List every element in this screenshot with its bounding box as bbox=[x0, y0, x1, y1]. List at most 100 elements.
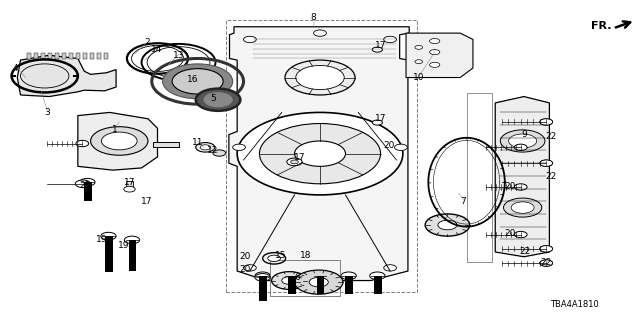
Circle shape bbox=[255, 272, 270, 280]
Circle shape bbox=[172, 69, 223, 94]
Text: 11: 11 bbox=[192, 138, 204, 147]
Circle shape bbox=[124, 186, 135, 192]
Circle shape bbox=[244, 265, 256, 271]
Text: 5: 5 bbox=[210, 94, 216, 103]
Text: 2: 2 bbox=[144, 38, 150, 47]
Circle shape bbox=[312, 272, 328, 280]
Circle shape bbox=[341, 272, 356, 280]
Circle shape bbox=[438, 220, 457, 230]
Circle shape bbox=[540, 246, 552, 252]
Bar bbox=[104, 53, 108, 59]
Circle shape bbox=[296, 66, 344, 90]
Bar bbox=[62, 53, 67, 59]
Bar bbox=[76, 53, 81, 59]
Bar bbox=[55, 53, 60, 59]
Circle shape bbox=[425, 214, 470, 236]
Circle shape bbox=[213, 150, 226, 156]
Text: 13: 13 bbox=[173, 52, 184, 60]
Circle shape bbox=[196, 142, 215, 152]
Circle shape bbox=[76, 180, 91, 188]
Text: 20: 20 bbox=[504, 181, 516, 190]
Bar bbox=[467, 93, 492, 261]
Text: 15: 15 bbox=[275, 251, 286, 260]
Circle shape bbox=[259, 124, 381, 184]
Circle shape bbox=[284, 272, 299, 280]
Text: 20: 20 bbox=[504, 229, 516, 238]
Text: 6: 6 bbox=[295, 273, 301, 282]
Circle shape bbox=[540, 160, 552, 166]
Circle shape bbox=[314, 30, 326, 36]
Circle shape bbox=[309, 277, 328, 287]
Bar bbox=[41, 53, 45, 59]
Text: 19: 19 bbox=[118, 241, 129, 250]
Circle shape bbox=[255, 274, 270, 281]
Text: 17: 17 bbox=[294, 153, 305, 162]
Circle shape bbox=[233, 144, 246, 150]
Circle shape bbox=[384, 36, 396, 43]
Circle shape bbox=[200, 145, 211, 150]
Circle shape bbox=[196, 89, 241, 111]
Circle shape bbox=[540, 160, 552, 166]
Text: 16: 16 bbox=[187, 75, 198, 84]
Polygon shape bbox=[406, 33, 473, 77]
Circle shape bbox=[204, 93, 232, 107]
Circle shape bbox=[415, 45, 422, 49]
Circle shape bbox=[511, 202, 534, 213]
Text: 4: 4 bbox=[13, 63, 18, 73]
Circle shape bbox=[76, 140, 89, 147]
Circle shape bbox=[100, 232, 116, 240]
Text: 12: 12 bbox=[207, 146, 219, 155]
Bar bbox=[153, 142, 179, 147]
Text: 17: 17 bbox=[376, 114, 387, 123]
Text: 7: 7 bbox=[461, 197, 467, 206]
Bar bbox=[97, 53, 101, 59]
Circle shape bbox=[285, 60, 355, 95]
Circle shape bbox=[540, 119, 552, 125]
Circle shape bbox=[540, 246, 552, 252]
Circle shape bbox=[271, 272, 307, 289]
Text: 14: 14 bbox=[150, 45, 162, 54]
Text: 8: 8 bbox=[311, 13, 317, 22]
Circle shape bbox=[287, 158, 302, 166]
Circle shape bbox=[540, 260, 552, 266]
Text: 17: 17 bbox=[141, 197, 152, 206]
Circle shape bbox=[282, 277, 297, 284]
Circle shape bbox=[91, 127, 148, 155]
Polygon shape bbox=[78, 112, 157, 170]
Text: 9: 9 bbox=[521, 130, 527, 139]
Circle shape bbox=[394, 144, 407, 150]
Text: 20: 20 bbox=[239, 252, 250, 261]
Circle shape bbox=[372, 120, 383, 125]
Polygon shape bbox=[495, 97, 549, 257]
Circle shape bbox=[291, 160, 298, 164]
Text: 3: 3 bbox=[44, 108, 50, 117]
Circle shape bbox=[540, 260, 552, 266]
Bar bbox=[27, 53, 31, 59]
Circle shape bbox=[20, 64, 69, 88]
Circle shape bbox=[237, 112, 403, 195]
Circle shape bbox=[124, 236, 140, 244]
Bar bbox=[48, 53, 52, 59]
Polygon shape bbox=[229, 27, 409, 281]
Circle shape bbox=[384, 265, 396, 271]
Circle shape bbox=[504, 198, 541, 217]
Circle shape bbox=[429, 50, 440, 55]
Text: 21: 21 bbox=[80, 181, 91, 190]
Text: 20: 20 bbox=[239, 265, 250, 274]
Circle shape bbox=[500, 130, 545, 152]
Circle shape bbox=[244, 36, 256, 43]
Bar bbox=[125, 180, 133, 188]
Circle shape bbox=[509, 134, 537, 148]
Text: FR.: FR. bbox=[591, 21, 612, 31]
Bar bbox=[90, 53, 95, 59]
Circle shape bbox=[294, 141, 346, 166]
Polygon shape bbox=[17, 55, 116, 97]
Bar bbox=[83, 53, 88, 59]
Circle shape bbox=[268, 255, 280, 261]
Circle shape bbox=[415, 60, 422, 64]
Circle shape bbox=[515, 231, 527, 238]
Circle shape bbox=[101, 132, 137, 150]
Circle shape bbox=[294, 270, 343, 294]
Bar bbox=[226, 20, 417, 292]
Text: 19: 19 bbox=[96, 236, 108, 244]
